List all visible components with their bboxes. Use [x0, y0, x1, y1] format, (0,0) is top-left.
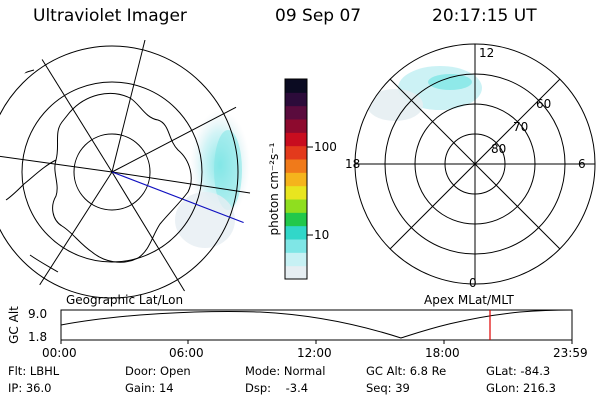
- mlat-label-70: 70: [513, 120, 529, 134]
- info-gc-alt: GC Alt: 6.8 Re: [366, 364, 447, 378]
- info-ip: IP: 36.0: [8, 381, 52, 395]
- alt-xtick-label-1: 06:00: [169, 346, 204, 360]
- aurora-core-left: [214, 130, 242, 210]
- alt-ytick-min: 1.8: [28, 330, 48, 344]
- info-glon: GLon: 216.3: [486, 381, 556, 395]
- colorbar-band: [285, 119, 307, 133]
- coast-fragment-3: [29, 254, 59, 273]
- info-glat: GLat: -84.3: [486, 364, 551, 378]
- colorbar-band: [285, 225, 307, 240]
- altitude-plot-frame: [60, 309, 573, 341]
- colorbar-tick-label-10: 10: [314, 228, 330, 242]
- alt-ylabel: GC Alt: [7, 306, 21, 344]
- info-filter: Flt: LBHL: [8, 364, 60, 378]
- mlt-label-right: 6: [578, 157, 586, 171]
- coast-fragment-1: [17, 53, 39, 65]
- meridian-1: [111, 39, 146, 173]
- alt-xtick-label-0: 00:00: [42, 346, 77, 360]
- alt-xtick-label-2: 12:00: [297, 346, 332, 360]
- left-map-label: Geographic Lat/Lon: [66, 293, 184, 307]
- colorbar-band: [285, 79, 307, 93]
- colorbar-band: [285, 265, 307, 280]
- mlat-label-60: 60: [536, 97, 552, 111]
- colorbar-band: [285, 92, 307, 107]
- altitude-curve: [60, 309, 573, 339]
- meridian-3: [111, 171, 251, 194]
- colorbar-tick-label-100: 100: [314, 140, 337, 154]
- colorbar-unit-label: photon cm⁻²s⁻¹: [267, 142, 281, 236]
- meridian-4: [111, 171, 191, 301]
- continent-outline: [52, 92, 192, 263]
- info-door: Door: Open: [125, 364, 191, 378]
- mlt-label-left: 18: [345, 157, 361, 171]
- colorbar-frame: [284, 78, 308, 280]
- magnetic-map: [367, 66, 482, 121]
- time-label: 20:17:15 UT: [432, 6, 537, 26]
- alt-xtick-label-3: 18:00: [425, 346, 460, 360]
- info-gain: Gain: 14: [125, 381, 174, 395]
- colorbar-band: [285, 132, 307, 147]
- mlt-line-diag2: [389, 78, 561, 250]
- lat-circle-2: [21, 81, 203, 263]
- alt-xtick-label-4: 23:59: [553, 346, 588, 360]
- alt-ytick-max: 9.0: [28, 307, 48, 321]
- sun-direction-line: [111, 171, 251, 226]
- lat-circle-1: [73, 133, 151, 211]
- peninsula-outline: [5, 159, 57, 201]
- instrument-title: Ultraviolet Imager: [33, 6, 187, 26]
- dim-emission-left: [175, 192, 235, 248]
- coast-fragment-2: [13, 69, 35, 79]
- date-label: 09 Sep 07: [275, 6, 362, 26]
- aurora-core-right: [428, 74, 472, 90]
- mlat-label-80: 80: [491, 142, 507, 156]
- mlt-label-top: 12: [479, 46, 495, 60]
- lat-circle-3: [0, 45, 239, 299]
- colorbar-band: [285, 252, 307, 267]
- colorbar-band: [285, 239, 307, 253]
- mlt-label-bottom: 0: [469, 276, 477, 290]
- info-mode: Mode: Normal: [245, 364, 326, 378]
- colorbar-band: [285, 105, 307, 120]
- colorbar-band: [285, 185, 307, 200]
- colorbar-band: [285, 145, 307, 160]
- meridian-6: [0, 154, 113, 173]
- dim-emission-right: [367, 89, 423, 121]
- colorbar: [285, 79, 307, 280]
- colorbar-band: [285, 212, 307, 227]
- info-seq: Seq: 39: [366, 381, 410, 395]
- colorbar-band: [285, 199, 307, 213]
- meridian-7: [29, 39, 113, 173]
- colorbar-band: [285, 172, 307, 187]
- meridian-5: [29, 171, 113, 301]
- right-map-label: Apex MLat/MLT: [424, 293, 514, 307]
- meridian-2: [111, 99, 251, 173]
- colorbar-band: [285, 159, 307, 173]
- geographic-map: [0, 37, 253, 309]
- info-dsp: Dsp: -3.4: [245, 381, 309, 395]
